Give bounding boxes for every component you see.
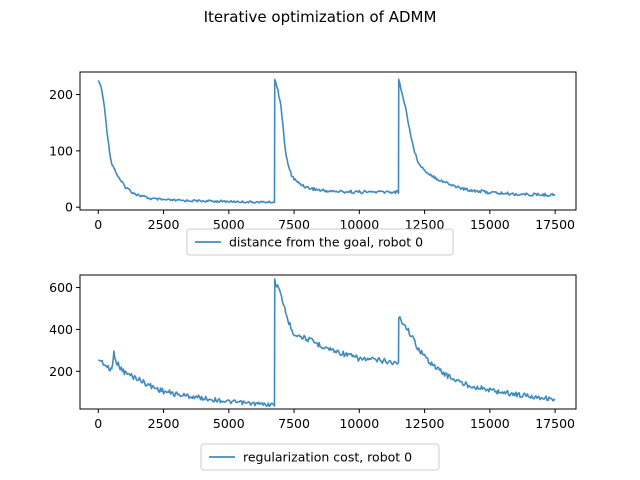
regularization-series-line bbox=[97, 278, 556, 408]
distance-xtick-label: 7500 bbox=[278, 217, 310, 232]
regularization-ytick-label: 200 bbox=[49, 364, 73, 379]
regularization-xtick-label: 10000 bbox=[339, 416, 379, 431]
regularization-legend-box bbox=[200, 443, 440, 471]
regularization-xtick-label: 0 bbox=[94, 416, 102, 431]
distance-xtick-label: 12500 bbox=[405, 217, 445, 232]
regularization-xtick-label: 7500 bbox=[278, 416, 310, 431]
regularization-xtick-label: 15000 bbox=[470, 416, 510, 431]
figure-title: Iterative optimization of ADMM bbox=[204, 8, 437, 26]
regularization-xtick-label: 2500 bbox=[148, 416, 180, 431]
distance-ytick-label: 0 bbox=[65, 200, 73, 215]
regularization-legend-label: regularization cost, robot 0 bbox=[243, 450, 412, 465]
regularization-ytick-label: 600 bbox=[49, 280, 73, 295]
distance-xtick-label: 5000 bbox=[213, 217, 245, 232]
regularization-ytick-label: 400 bbox=[49, 322, 73, 337]
distance-ytick-label: 100 bbox=[49, 143, 73, 158]
regularization-xtick-label: 5000 bbox=[213, 416, 245, 431]
distance-xtick-label: 17500 bbox=[535, 217, 575, 232]
regularization-panel: 0 2500 5000 7500 10000 12500 15000 17500 200 400 6… bbox=[49, 274, 577, 471]
distance-panel: 0 2500 5000 7500 10000 12500 15000 17500 0 100 200… bbox=[49, 71, 577, 256]
distance-xtick-label: 2500 bbox=[148, 217, 180, 232]
distance-legend-box bbox=[186, 228, 454, 256]
regularization-axes-frame bbox=[79, 274, 577, 410]
distance-axes-frame bbox=[79, 71, 577, 211]
distance-series-line bbox=[97, 78, 556, 204]
distance-xtick-label: 15000 bbox=[470, 217, 510, 232]
distance-xtick-label: 10000 bbox=[339, 217, 379, 232]
distance-ytick-label: 200 bbox=[49, 87, 73, 102]
regularization-xtick-label: 17500 bbox=[535, 416, 575, 431]
distance-xtick-label: 0 bbox=[94, 217, 102, 232]
regularization-xtick-label: 12500 bbox=[405, 416, 445, 431]
distance-legend-label: distance from the goal, robot 0 bbox=[229, 235, 423, 250]
